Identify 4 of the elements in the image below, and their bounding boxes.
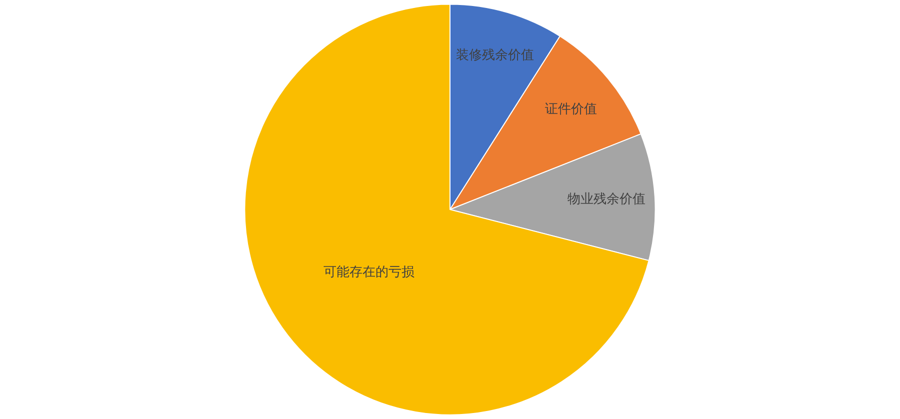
slice-label: 装修残余价值 xyxy=(456,48,534,63)
slice-label: 证件价值 xyxy=(544,102,597,118)
slice-label: 物业残余价值 xyxy=(568,192,646,208)
slice-label: 可能存在的亏损 xyxy=(323,264,414,280)
